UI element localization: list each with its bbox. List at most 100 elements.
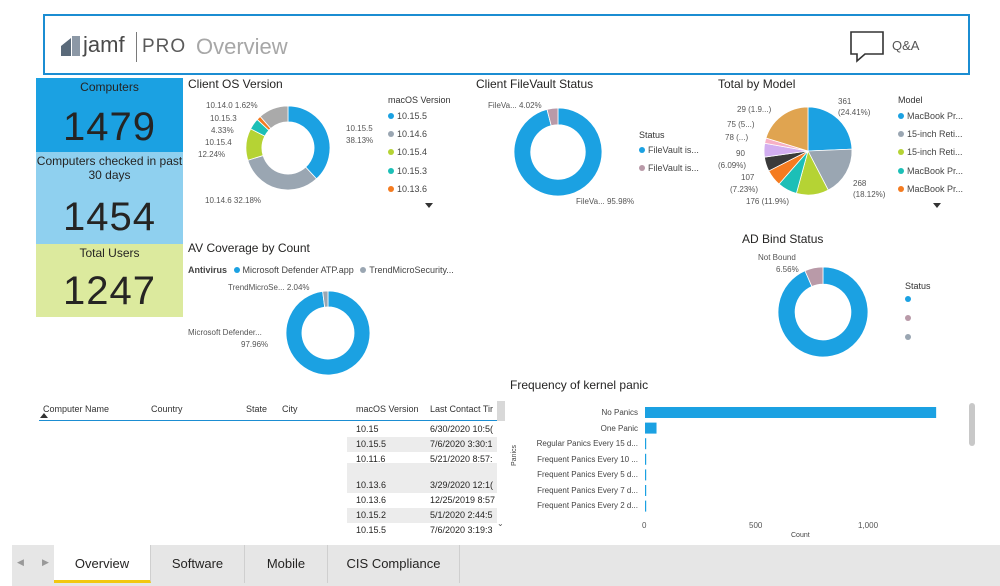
chart-slice[interactable] xyxy=(287,105,331,180)
tab-overview[interactable]: Overview xyxy=(54,545,151,583)
table-row[interactable]: 10.15.5 7/6/2020 3:30:1 xyxy=(347,437,497,452)
legend-label: 15-inch Reti... xyxy=(907,147,963,157)
os-legend-item[interactable]: 10.14.6 xyxy=(388,129,427,139)
av-legend-title: Antivirus xyxy=(188,265,228,275)
table-row[interactable]: 10.13.6 12/25/2019 8:57 xyxy=(347,493,497,508)
os-legend-item[interactable]: 10.15.5 xyxy=(388,111,427,121)
scroll-down-icon[interactable]: ⌄ xyxy=(497,519,504,528)
qa-button[interactable]: Q&A xyxy=(892,38,920,53)
sort-ascending-icon[interactable] xyxy=(40,413,48,418)
kernel-bar[interactable] xyxy=(645,500,647,512)
chart-slice[interactable] xyxy=(322,290,329,308)
column-header-macos-version[interactable]: macOS Version xyxy=(356,404,419,414)
column-header-city[interactable]: City xyxy=(282,404,298,414)
model-pie-chart[interactable] xyxy=(763,106,853,196)
legend-more-icon[interactable] xyxy=(933,203,941,208)
chart-slice[interactable] xyxy=(777,266,869,358)
legend-more-icon[interactable] xyxy=(425,203,433,208)
filevault-legend-item[interactable]: FileVault is... xyxy=(639,163,699,173)
table-row[interactable]: 10.15 6/30/2020 10:5( xyxy=(347,422,497,437)
table-row[interactable] xyxy=(347,463,497,478)
ad-label-small-pct: 6.56% xyxy=(776,265,799,274)
kernel-bar[interactable] xyxy=(645,469,647,481)
kernel-x-tick: 1,000 xyxy=(858,521,879,530)
av-donut-chart[interactable] xyxy=(285,290,371,376)
ad-legend-title: Status xyxy=(905,281,931,291)
kernel-bar[interactable] xyxy=(645,422,657,434)
model-label-107-pct: (7.23%) xyxy=(730,185,759,194)
legend-dot xyxy=(388,131,394,137)
jamf-logo-icon xyxy=(61,36,80,56)
chart-slice[interactable] xyxy=(807,106,853,152)
os-donut-chart[interactable] xyxy=(245,105,331,191)
os-label-10155-pct: 38.13% xyxy=(346,136,374,145)
kernel-bar[interactable] xyxy=(645,407,937,418)
model-legend-item[interactable]: MacBook Pr... xyxy=(898,184,963,194)
chart-slice[interactable] xyxy=(546,107,559,127)
kernel-bar[interactable] xyxy=(645,453,647,465)
legend-dot xyxy=(233,267,240,273)
tab-software[interactable]: Software xyxy=(151,545,245,583)
tab-scroll-left-icon[interactable]: ◀ xyxy=(17,557,24,567)
qa-chat-icon[interactable] xyxy=(849,30,885,64)
os-legend-item[interactable]: 10.15.3 xyxy=(388,166,427,176)
legend-dot xyxy=(898,168,904,174)
chart-slice[interactable] xyxy=(259,105,289,130)
brand-divider xyxy=(136,32,137,62)
av-chart-title: AV Coverage by Count xyxy=(188,241,310,255)
cell-macos-version: 10.13.6 xyxy=(356,480,387,490)
report-header: jamf PRO Overview Q&A xyxy=(43,14,970,75)
model-legend-item[interactable]: MacBook Pr... xyxy=(898,111,963,121)
chart-slice[interactable] xyxy=(807,148,853,191)
os-label-10153-pct: 4.33% xyxy=(211,126,234,135)
os-legend-item[interactable]: 10.13.6 xyxy=(388,184,427,194)
av-label-small: TrendMicroSe... 2.04% xyxy=(228,283,310,292)
ad-legend-dot[interactable] xyxy=(905,334,911,340)
kernel-bar[interactable] xyxy=(645,485,647,496)
legend-dot xyxy=(639,147,645,153)
legend-dot xyxy=(388,168,394,174)
chart-slice[interactable] xyxy=(804,266,824,287)
table-row[interactable]: 10.13.6 3/29/2020 12:1( xyxy=(347,478,497,493)
tab-mobile[interactable]: Mobile xyxy=(245,545,328,583)
model-legend-item[interactable]: 15-inch Reti... xyxy=(898,147,963,157)
chart-slice[interactable] xyxy=(765,106,809,152)
os-legend-item[interactable]: 10.15.4 xyxy=(388,147,427,157)
table-header-divider xyxy=(39,420,502,421)
legend-dot xyxy=(639,165,645,171)
column-header-state[interactable]: State xyxy=(246,404,268,414)
filevault-label-large: FileVa... 95.98% xyxy=(576,197,635,206)
model-label-90-pct: (6.09%) xyxy=(718,161,747,170)
table-row[interactable]: 10.11.6 5/21/2020 8:57: xyxy=(347,452,497,467)
kernel-bar[interactable] xyxy=(645,438,647,450)
tab-cis-compliance[interactable]: CIS Compliance xyxy=(328,545,460,583)
table-row[interactable]: 10.15.5 7/6/2020 3:19:3 xyxy=(347,523,497,538)
ad-legend-dot[interactable] xyxy=(905,315,911,321)
chart-slice[interactable] xyxy=(513,107,603,197)
chart-slice[interactable] xyxy=(285,290,371,376)
cell-last-contact: 7/6/2020 3:19:3 xyxy=(430,525,493,535)
ad-donut-chart[interactable] xyxy=(777,266,869,358)
kernel-bar-plot[interactable] xyxy=(640,404,960,516)
cell-last-contact: 6/30/2020 10:5( xyxy=(430,424,494,434)
filevault-legend-item[interactable]: FileVault is... xyxy=(639,145,699,155)
legend-dot xyxy=(388,186,394,192)
ad-legend-dot[interactable] xyxy=(905,296,911,302)
cell-last-contact: 3/29/2020 12:1( xyxy=(430,480,494,490)
filevault-legend-title: Status xyxy=(639,130,665,140)
av-legend-item[interactable]: Microsoft Defender ATP.app xyxy=(242,265,354,275)
kernel-x-tick: 500 xyxy=(749,521,763,530)
model-legend-item[interactable]: 15-inch Reti... xyxy=(898,129,963,139)
table-row[interactable]: 10.15.2 5/1/2020 2:44:5 xyxy=(347,508,497,523)
chart-slice[interactable] xyxy=(247,155,318,191)
table-scrollbar-thumb[interactable] xyxy=(497,401,505,421)
column-header-last-contact[interactable]: Last Contact Tir xyxy=(430,404,494,414)
column-header-country[interactable]: Country xyxy=(151,404,183,414)
model-legend-item[interactable]: MacBook Pr... xyxy=(898,166,963,176)
chart-scrollbar-thumb[interactable] xyxy=(969,403,975,446)
column-header-computer-name[interactable]: Computer Name xyxy=(43,404,110,414)
tab-scroll-right-icon[interactable]: ▶ xyxy=(42,557,49,567)
filevault-donut-chart[interactable] xyxy=(513,107,603,197)
legend-dot xyxy=(898,186,904,192)
av-legend-item[interactable]: TrendMicroSecurity... xyxy=(369,265,454,275)
